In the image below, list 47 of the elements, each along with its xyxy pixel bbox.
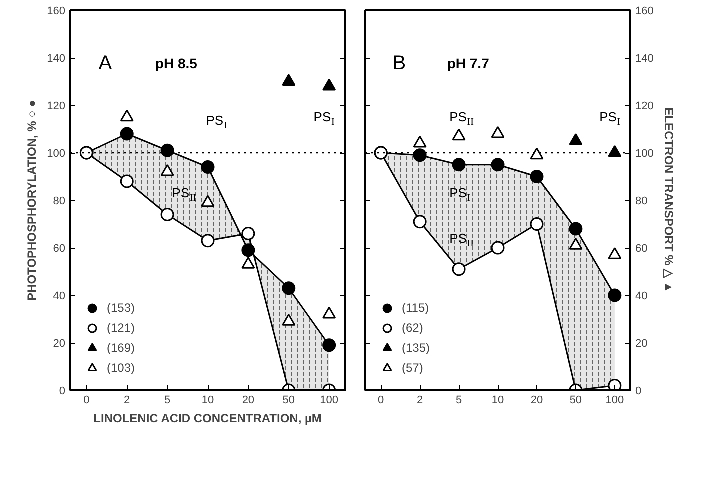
text: A bbox=[98, 52, 113, 75]
x-tick-label: 2 bbox=[417, 394, 424, 406]
y-axis-title: PHOTOPHOSPHORYLATION, % ○ ● bbox=[25, 100, 40, 301]
legend-label: (115) bbox=[402, 301, 430, 315]
x-tick-label: 5 bbox=[456, 394, 462, 406]
x-tick-label: 20 bbox=[242, 394, 255, 406]
y-tick-label: 100 bbox=[47, 148, 66, 160]
legend-label: (169) bbox=[107, 341, 136, 355]
x-tick-label: 10 bbox=[492, 394, 504, 406]
legend-label: (153) bbox=[107, 301, 136, 315]
x-tick-label: 50 bbox=[570, 394, 582, 406]
y-tick-label: 40 bbox=[636, 290, 648, 302]
x-tick-label: 2 bbox=[124, 394, 130, 406]
y-axis-title: ELECTRON TRANSPORT % △ ▲ bbox=[662, 108, 676, 294]
y-tick-label: 0 bbox=[59, 386, 66, 398]
x-tick-label: 10 bbox=[202, 394, 214, 406]
y-tick-label: 60 bbox=[636, 243, 648, 255]
y-tick-label: 80 bbox=[53, 196, 66, 208]
legend-label: (135) bbox=[402, 341, 430, 355]
x-tick-label: 0 bbox=[378, 394, 384, 406]
x-tick-label: 20 bbox=[530, 394, 544, 406]
text: pH 8.5 bbox=[155, 56, 198, 72]
y-tick-label: 160 bbox=[47, 6, 66, 18]
x-tick-label: 100 bbox=[606, 394, 624, 406]
y-tick-label: 20 bbox=[636, 338, 648, 350]
y-tick-label: 160 bbox=[636, 6, 654, 18]
x-tick-label: 100 bbox=[320, 394, 339, 406]
legend-label: (57) bbox=[402, 361, 424, 375]
y-tick-label: 0 bbox=[636, 386, 642, 398]
y-tick-label: 140 bbox=[47, 53, 66, 65]
legend-label: (103) bbox=[107, 361, 136, 375]
text: B bbox=[392, 52, 406, 75]
y-tick-label: 80 bbox=[636, 196, 648, 208]
x-tick-label: 50 bbox=[282, 394, 296, 406]
y-tick-label: 120 bbox=[636, 100, 654, 112]
y-tick-label: 20 bbox=[53, 338, 66, 350]
text: pH 7.7 bbox=[447, 56, 490, 72]
y-tick-label: 120 bbox=[47, 100, 66, 112]
y-tick-label: 140 bbox=[636, 53, 654, 65]
y-tick-label: 60 bbox=[53, 243, 66, 255]
x-axis-title: LINOLENIC ACID CONCENTRATION, µM bbox=[94, 412, 322, 426]
y-tick-label: 40 bbox=[53, 290, 66, 302]
legend-label: (121) bbox=[107, 321, 136, 335]
legend-label: (62) bbox=[402, 321, 424, 335]
y-tick-label: 100 bbox=[636, 148, 654, 160]
x-tick-label: 5 bbox=[164, 394, 171, 406]
x-tick-label: 0 bbox=[84, 394, 90, 406]
